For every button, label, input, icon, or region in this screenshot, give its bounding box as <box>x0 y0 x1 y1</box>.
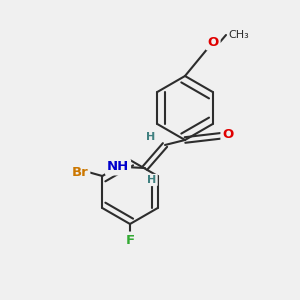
Text: CH₃: CH₃ <box>228 30 249 40</box>
Text: H: H <box>146 132 156 142</box>
Text: H: H <box>147 175 157 185</box>
Text: O: O <box>222 128 234 142</box>
Text: F: F <box>125 233 135 247</box>
Text: NH: NH <box>107 160 129 173</box>
Text: Br: Br <box>72 166 88 178</box>
Text: O: O <box>207 35 219 49</box>
